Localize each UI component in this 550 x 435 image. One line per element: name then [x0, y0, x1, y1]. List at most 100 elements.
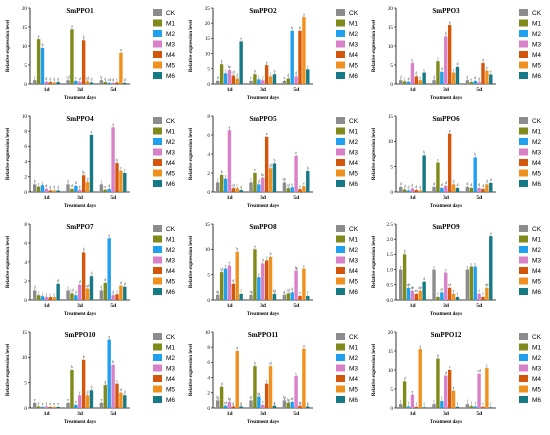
legend-swatch	[153, 235, 162, 243]
chart-SmPPO3: SmPPO3 Relative expression level 0 5 10 15 20 d…	[372, 6, 542, 101]
bar	[489, 74, 493, 84]
legend-label: M2	[532, 355, 541, 362]
y-tick-label: 2	[24, 279, 27, 285]
bar	[440, 292, 444, 300]
legend-swatch	[153, 267, 162, 274]
legend-label: CK	[166, 334, 176, 341]
significance-label: c	[400, 265, 402, 269]
legend-swatch	[519, 225, 528, 232]
y-tick-label: 5	[390, 164, 393, 170]
y-tick-label: 6	[207, 133, 210, 139]
significance-label: c	[250, 76, 252, 80]
legend: CK M1 M2 M3 M4 M5 M6	[153, 117, 176, 188]
significance-label: fg	[257, 392, 260, 396]
legend-label: M6	[532, 397, 541, 404]
bar	[286, 293, 290, 300]
significance-label: a	[449, 129, 451, 133]
legend-swatch	[519, 61, 528, 69]
bar	[455, 187, 460, 192]
significance-label: e	[486, 66, 488, 70]
legend-swatch	[153, 40, 162, 48]
chart-title: SmPPO10	[65, 331, 96, 339]
significance-label: d	[236, 74, 238, 78]
y-tick-label: 0	[390, 190, 393, 196]
legend-swatch	[519, 343, 528, 351]
significance-label: b	[274, 159, 276, 163]
y-tick-label: 10	[205, 330, 211, 336]
legend-swatch	[153, 343, 162, 351]
significance-label: d	[91, 78, 93, 82]
x-tick-label: 3d	[260, 303, 266, 309]
significance-label: bc	[82, 170, 86, 174]
significance-label: ef	[440, 288, 444, 292]
bar	[36, 39, 41, 84]
bar	[399, 186, 403, 192]
bar	[123, 82, 127, 84]
bar	[253, 74, 257, 84]
legend-label: M4	[166, 376, 175, 383]
legend-swatch	[153, 256, 162, 264]
legend-swatch	[153, 127, 162, 135]
bar	[257, 277, 261, 300]
significance-label: a	[108, 233, 110, 237]
bar	[264, 65, 269, 84]
y-tick-label: 0	[24, 190, 27, 196]
x-tick-label: 5d	[476, 87, 482, 93]
bar	[432, 269, 436, 300]
legend-label: M4	[532, 160, 541, 167]
legend: CK M1 M2 M3 M4 M5 M6	[336, 9, 359, 80]
legend: CK M1 M2 M3 M4 M5 M6	[519, 225, 542, 296]
significance-label: d	[419, 186, 421, 190]
bar	[253, 249, 257, 300]
significance-label: d	[470, 183, 472, 187]
bar	[249, 80, 253, 84]
x-tick-label: 5d	[293, 303, 299, 309]
legend-label: M4	[349, 52, 358, 59]
legend-label: M2	[166, 139, 175, 146]
legend-swatch	[336, 117, 345, 124]
bar	[264, 260, 269, 300]
bar	[440, 187, 444, 192]
significance-label: d	[91, 385, 93, 389]
bar	[282, 400, 287, 408]
bar	[298, 30, 302, 84]
legend-label: M4	[349, 268, 358, 275]
significance-label: e	[75, 400, 77, 404]
significance-label: f	[416, 402, 418, 406]
y-tick-label: 4	[24, 159, 27, 165]
significance-label: c	[307, 65, 309, 69]
bar	[74, 295, 78, 300]
significance-label: c	[75, 76, 77, 80]
bar	[223, 268, 228, 300]
legend-swatch	[336, 9, 345, 16]
x-tick-label: 3d	[443, 195, 449, 201]
legend-swatch	[336, 72, 345, 79]
bar	[406, 81, 411, 84]
bar	[272, 74, 277, 84]
bar	[89, 276, 94, 300]
bar	[231, 406, 236, 408]
chart-title: SmPPO6	[432, 115, 460, 123]
bar	[261, 404, 265, 408]
y-tick-label: 10	[22, 114, 28, 120]
y-tick-label: 5	[207, 67, 210, 73]
significance-label: c	[120, 166, 122, 170]
bar	[473, 266, 477, 300]
significance-label: b	[34, 180, 36, 184]
bar	[44, 188, 49, 192]
significance-label: fg	[216, 290, 219, 294]
bar	[272, 293, 277, 300]
significance-label: cd	[287, 183, 291, 187]
significance-label: d	[441, 67, 443, 71]
bar	[286, 402, 290, 408]
legend-label: M3	[349, 258, 358, 265]
significance-label: c	[38, 290, 40, 294]
significance-label: f	[478, 289, 480, 293]
legend-swatch	[153, 19, 162, 27]
bar	[231, 188, 236, 192]
bar	[422, 72, 426, 84]
bar	[302, 348, 306, 408]
bar	[74, 80, 78, 84]
bar	[52, 190, 56, 192]
legend-label: M6	[532, 289, 541, 296]
